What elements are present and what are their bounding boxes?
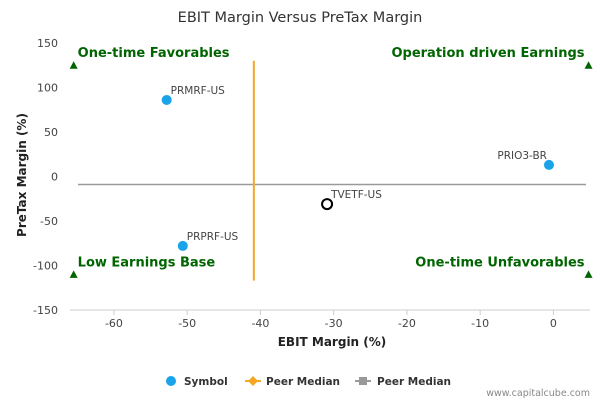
x-tick-label: 0	[550, 317, 557, 330]
y-tick-label: 100	[37, 82, 58, 95]
x-tick-label: -40	[251, 317, 269, 330]
y-ticks: -150 -100 -50 0 50 100 150	[33, 37, 58, 317]
y-tick-label: 50	[44, 126, 58, 139]
data-point-tvetf-us[interactable]	[321, 198, 334, 211]
quadrant-label-top-left: One-time Favorables	[78, 46, 230, 61]
quadrant-labels: One-time Favorables Operation driven Earn…	[69, 46, 593, 278]
legend-item-symbol[interactable]: Symbol	[166, 376, 228, 388]
y-tick-label: -50	[40, 215, 58, 228]
y-tick-label: -100	[33, 260, 58, 273]
x-tick-label: -10	[471, 317, 489, 330]
data-point-label: PRMRF-US	[171, 85, 225, 97]
x-tick-label: -20	[398, 317, 416, 330]
legend-symbol-marker	[166, 376, 176, 386]
legend-item-peer-median-y[interactable]: Peer Median	[355, 376, 451, 388]
quadrant-marker-top-left	[69, 61, 78, 69]
legend-peer-median-y-marker	[359, 377, 367, 385]
legend-peer-median-y-label: Peer Median	[377, 376, 451, 388]
legend-peer-median-x-marker	[248, 376, 258, 386]
data-point-prmrf-us[interactable]	[161, 94, 172, 105]
quadrant-marker-top-right	[584, 61, 593, 69]
legend-peer-median-x-label: Peer Median	[266, 376, 340, 388]
legend-symbol-label: Symbol	[184, 376, 228, 388]
x-tick-label: -30	[325, 317, 343, 330]
data-point-prio3-br[interactable]	[543, 159, 554, 170]
x-ticks: -60 -50 -40 -30 -20 -10 0	[105, 310, 557, 330]
data-points: PRMRF-US PRPRF-US PRIO3-BR TVETF-US	[161, 85, 554, 251]
data-point-label: PRPRF-US	[187, 231, 239, 243]
quadrant-marker-bottom-right	[584, 270, 593, 278]
quadrant-label-bottom-right: One-time Unfavorables	[415, 255, 584, 270]
y-axis-title: PreTax Margin (%)	[15, 113, 29, 237]
x-tick-label: -50	[178, 317, 196, 330]
y-tick-label: 0	[51, 171, 58, 184]
y-tick-label: 150	[37, 37, 58, 50]
data-point-label: TVETF-US	[330, 189, 382, 201]
chart-title: EBIT Margin Versus PreTax Margin	[178, 10, 423, 26]
x-axis-title: EBIT Margin (%)	[278, 335, 387, 349]
legend-item-peer-median-x[interactable]: Peer Median	[245, 376, 340, 388]
y-tick-label: -150	[33, 304, 58, 317]
data-point-label: PRIO3-BR	[497, 150, 547, 162]
quadrant-label-top-right: Operation driven Earnings	[391, 46, 584, 61]
legend: Symbol Peer Median Peer Median	[166, 376, 451, 388]
x-tick-label: -60	[105, 317, 123, 330]
data-point-prprf-us[interactable]	[177, 240, 188, 251]
quadrant-label-bottom-left: Low Earnings Base	[78, 255, 216, 270]
quadrant-marker-bottom-left	[69, 270, 78, 278]
median-lines	[78, 60, 586, 281]
credit-text: www.capitalcube.com	[486, 388, 590, 399]
